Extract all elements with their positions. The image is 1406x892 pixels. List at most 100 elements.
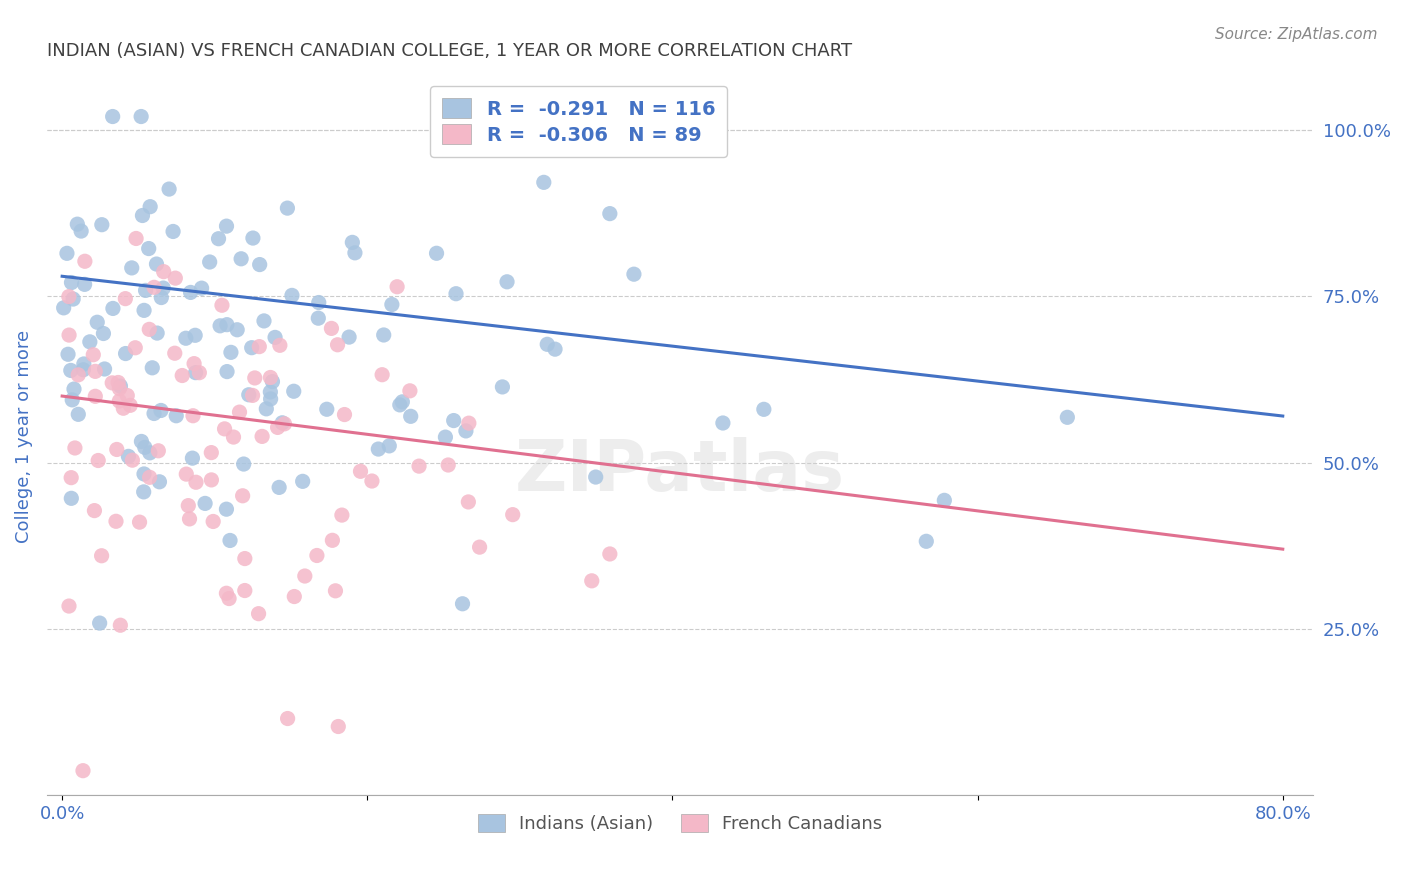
Point [361,474,384,488]
Point [242,231,264,245]
Point [93,362,115,376]
Point [177,499,200,513]
Point [114,346,136,360]
Point [121,453,143,467]
Point [215,365,238,379]
Point [291,475,314,489]
Point [194,496,217,510]
Point [215,586,238,600]
Point [381,297,404,311]
Point [253,314,276,328]
Point [468,540,491,554]
Point [349,464,371,478]
Point [215,502,238,516]
Point [90,549,112,563]
Point [143,407,166,421]
Point [305,549,328,563]
Point [536,337,558,351]
Point [114,292,136,306]
Point [391,394,413,409]
Point [108,394,131,409]
Point [233,583,256,598]
Point [138,322,160,336]
Point [132,467,155,481]
Point [101,110,124,124]
Point [215,219,238,234]
Text: INDIAN (ASIAN) VS FRENCH CANADIAN COLLEGE, 1 YEAR OR MORE CORRELATION CHART: INDIAN (ASIAN) VS FRENCH CANADIAN COLLEG… [46,42,852,60]
Point [294,569,316,583]
Point [180,285,202,300]
Text: Source: ZipAtlas.com: Source: ZipAtlas.com [1215,27,1378,42]
Point [385,279,408,293]
Point [110,618,132,632]
Point [152,265,174,279]
Point [90,218,112,232]
Point [273,417,295,431]
Point [124,341,146,355]
Point [105,514,128,528]
Point [152,281,174,295]
Point [454,424,477,438]
Point [146,326,169,340]
Point [66,217,89,231]
Point [218,591,240,606]
Point [67,368,90,382]
Point [915,534,938,549]
Point [215,318,238,332]
Point [451,597,474,611]
Point [219,345,242,359]
Point [211,298,233,312]
Point [276,201,298,215]
Point [247,340,270,354]
Point [434,430,457,444]
Point [73,254,96,268]
Point [581,574,603,588]
Point [342,235,364,250]
Point [425,246,447,260]
Point [315,402,337,417]
Point [264,330,287,344]
Point [110,379,132,393]
Point [399,384,422,398]
Point [131,434,153,449]
Point [333,408,356,422]
Point [184,366,207,380]
Point [63,441,86,455]
Point [101,301,124,316]
Point [129,110,152,124]
Point [184,328,207,343]
Point [277,712,299,726]
Point [496,275,519,289]
Point [198,255,221,269]
Point [59,363,82,377]
Point [165,271,187,285]
Point [82,348,104,362]
Point [444,286,467,301]
Point [72,764,94,778]
Point [214,422,236,436]
Point [502,508,524,522]
Point [233,551,256,566]
Point [1056,410,1078,425]
Point [269,480,291,494]
Y-axis label: College, 1 year or more: College, 1 year or more [15,329,32,542]
Point [125,231,148,245]
Point [249,258,271,272]
Point [209,318,232,333]
Point [242,388,264,402]
Point [399,409,422,424]
Point [330,508,353,522]
Point [73,277,96,292]
Point [266,420,288,434]
Point [105,442,128,457]
Point [149,403,172,417]
Point [79,334,101,349]
Point [711,416,734,430]
Point [60,392,83,407]
Point [89,616,111,631]
Point [184,475,207,490]
Point [70,224,93,238]
Point [163,346,186,360]
Point [337,330,360,344]
Point [533,175,555,189]
